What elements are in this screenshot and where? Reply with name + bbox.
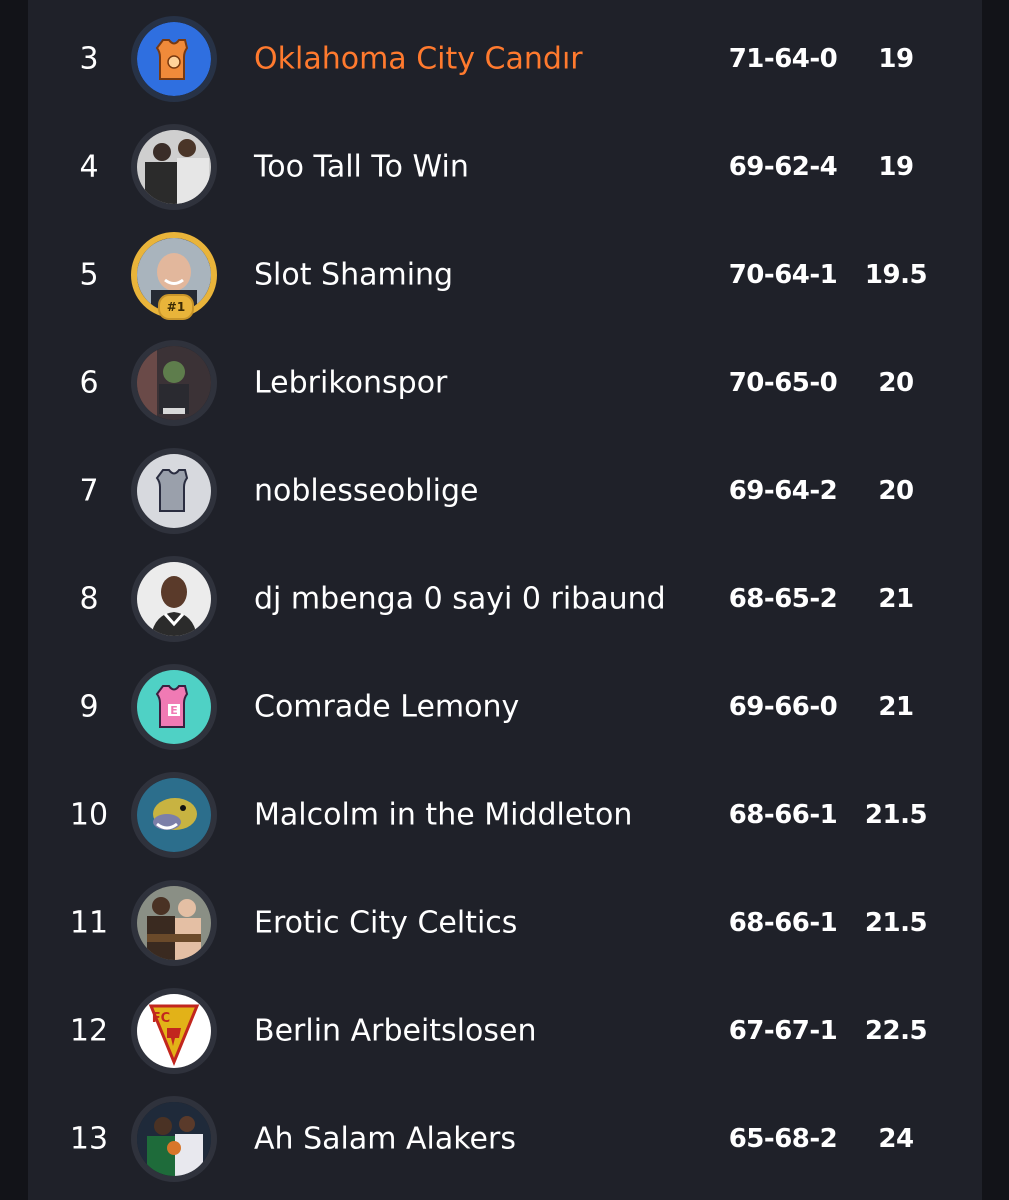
team-record: 69-62-4 bbox=[728, 152, 838, 182]
team-record: 70-64-1 bbox=[728, 260, 838, 290]
team-avatar[interactable]: FC bbox=[131, 988, 217, 1074]
team-record: 69-66-0 bbox=[728, 692, 838, 722]
photo-avatar bbox=[137, 346, 211, 420]
rank: 5 bbox=[79, 257, 99, 293]
photo-avatar bbox=[137, 778, 211, 852]
rank: 12 bbox=[69, 1013, 109, 1049]
games-back: 19 bbox=[878, 152, 914, 182]
team-avatar[interactable] bbox=[131, 16, 217, 102]
team-avatar[interactable] bbox=[131, 124, 217, 210]
team-avatar[interactable] bbox=[131, 772, 217, 858]
team-avatar[interactable] bbox=[131, 340, 217, 426]
games-back: 21 bbox=[878, 584, 914, 614]
photo-avatar bbox=[137, 562, 211, 636]
team-avatar[interactable] bbox=[131, 556, 217, 642]
team-record: 65-68-2 bbox=[728, 1124, 838, 1154]
rank: 9 bbox=[79, 689, 99, 725]
rank: 13 bbox=[69, 1121, 109, 1157]
gray-jersey-icon bbox=[137, 454, 211, 528]
team-avatar[interactable] bbox=[131, 880, 217, 966]
rank-badge: #1 bbox=[158, 294, 194, 320]
games-back: 19 bbox=[878, 44, 914, 74]
jersey-letter: E bbox=[170, 704, 178, 717]
team-record: 67-67-1 bbox=[728, 1016, 838, 1046]
photo-avatar bbox=[137, 1102, 211, 1176]
team-record: 68-66-1 bbox=[728, 800, 838, 830]
games-back: 22.5 bbox=[864, 1016, 928, 1046]
standings-row[interactable]: 12 FC Berlin Arbeitslosen 67-67-1 22.5 bbox=[0, 977, 1009, 1085]
team-name[interactable]: Comrade Lemony bbox=[254, 689, 520, 725]
photo-avatar bbox=[137, 886, 211, 960]
team-name[interactable]: noblesseoblige bbox=[254, 473, 479, 509]
standings-row[interactable]: 7 noblesseoblige 69-64-2 20 bbox=[0, 437, 1009, 545]
team-name[interactable]: Erotic City Celtics bbox=[254, 905, 518, 941]
team-record: 69-64-2 bbox=[728, 476, 838, 506]
team-name[interactable]: Berlin Arbeitslosen bbox=[254, 1013, 537, 1049]
team-name[interactable]: Malcolm in the Middleton bbox=[254, 797, 633, 833]
standings-row[interactable]: 10 Malcolm in the Middleton 68-66-1 21.5 bbox=[0, 761, 1009, 869]
team-name[interactable]: Slot Shaming bbox=[254, 257, 454, 293]
rank: 8 bbox=[79, 581, 99, 617]
standings-row[interactable]: 9 E Comrade Lemony 69-66-0 21 bbox=[0, 653, 1009, 761]
team-avatar[interactable]: #1 bbox=[131, 232, 217, 320]
team-record: 70-65-0 bbox=[728, 368, 838, 398]
games-back: 20 bbox=[878, 368, 914, 398]
standings-row[interactable]: 11 Erotic City Celtics 68-66-1 21.5 bbox=[0, 869, 1009, 977]
team-name[interactable]: Lebrikonspor bbox=[254, 365, 448, 401]
games-back: 20 bbox=[878, 476, 914, 506]
games-back: 21.5 bbox=[864, 908, 928, 938]
logo-letters: FC bbox=[152, 1011, 170, 1026]
team-name[interactable]: Too Tall To Win bbox=[254, 149, 469, 185]
team-name[interactable]: Oklahoma City Candır bbox=[254, 41, 583, 77]
team-avatar[interactable] bbox=[131, 448, 217, 534]
team-name[interactable]: Ah Salam Alakers bbox=[254, 1121, 516, 1157]
rank: 4 bbox=[79, 149, 99, 185]
team-avatar[interactable]: E bbox=[131, 664, 217, 750]
team-record: 68-65-2 bbox=[728, 584, 838, 614]
rank: 11 bbox=[69, 905, 109, 941]
games-back: 24 bbox=[878, 1124, 914, 1154]
rank: 7 bbox=[79, 473, 99, 509]
rank: 3 bbox=[79, 41, 99, 77]
standings-row[interactable]: 8 dj mbenga 0 sayi 0 ribaund 68-65-2 21 bbox=[0, 545, 1009, 653]
rank: 6 bbox=[79, 365, 99, 401]
games-back: 21 bbox=[878, 692, 914, 722]
team-name[interactable]: dj mbenga 0 sayi 0 ribaund bbox=[254, 581, 666, 617]
team-record: 71-64-0 bbox=[728, 44, 838, 74]
standings-row[interactable]: 3 Oklahoma City Candır 71-64-0 19 bbox=[0, 5, 1009, 113]
rank: 10 bbox=[69, 797, 109, 833]
games-back: 21.5 bbox=[864, 800, 928, 830]
standings-row[interactable]: 13 Ah Salam Alakers 65-68-2 24 bbox=[0, 1085, 1009, 1193]
standings-row[interactable]: 4 Too Tall To Win 69-62-4 19 bbox=[0, 113, 1009, 221]
pink-jersey-icon: E bbox=[137, 670, 211, 744]
fc-logo-icon: FC bbox=[137, 994, 211, 1068]
photo-avatar bbox=[137, 130, 211, 204]
orange-jersey-icon bbox=[137, 22, 211, 96]
standings-row[interactable]: 5 #1 Slot Shaming 70-64-1 19.5 bbox=[0, 221, 1009, 329]
team-record: 68-66-1 bbox=[728, 908, 838, 938]
standings-row[interactable]: 6 Lebrikonspor 70-65-0 20 bbox=[0, 329, 1009, 437]
team-avatar[interactable] bbox=[131, 1096, 217, 1182]
games-back: 19.5 bbox=[864, 260, 928, 290]
